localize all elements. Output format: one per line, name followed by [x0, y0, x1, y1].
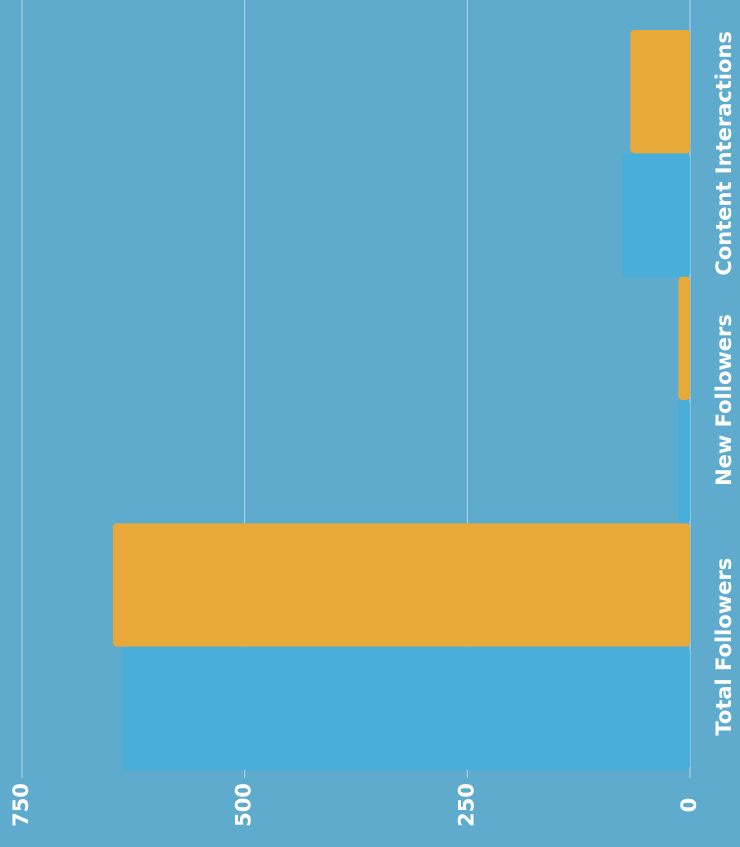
x-tick-label: 0	[677, 798, 701, 813]
bar	[122, 646, 691, 770]
x-tick-label: 750	[9, 783, 33, 827]
bar	[112, 523, 690, 647]
x-tick-label: 500	[232, 783, 256, 827]
bar	[622, 153, 690, 277]
bar	[678, 400, 690, 524]
bar	[678, 276, 690, 400]
category-label: Total Followers	[712, 558, 736, 736]
category-label: New Followers	[712, 314, 736, 486]
category-label: Content Interactions	[712, 31, 736, 276]
x-tick-label: 250	[454, 783, 478, 827]
bar	[630, 30, 690, 154]
